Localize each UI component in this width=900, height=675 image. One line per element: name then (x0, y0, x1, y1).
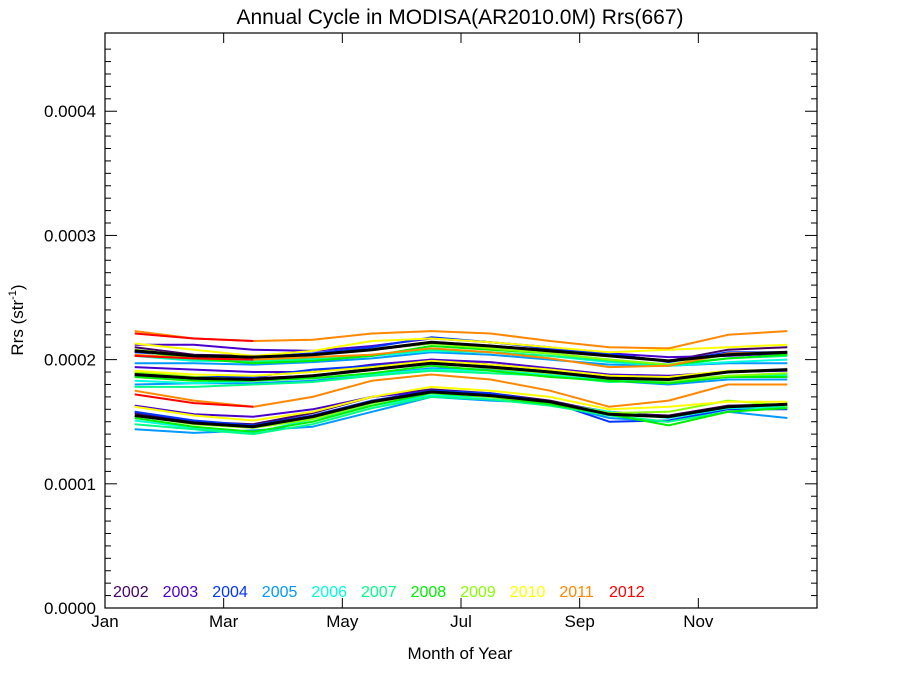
y-axis-label-close: ) (8, 284, 27, 290)
legend-entry-2011: 2011 (559, 584, 594, 601)
series-line-2012-1 (134, 332, 254, 342)
series-line-2012-2 (134, 354, 254, 361)
y-axis-label-main: Rrs (str (8, 300, 27, 356)
series-2010 (134, 337, 788, 422)
y-tick-label: 0.0002 (44, 351, 96, 370)
y-axis: 0.0000 0.0001 0.0002 0.0003 0.0004 (44, 48, 817, 618)
x-axis: Jan Mar May Jul Sep Nov (91, 33, 714, 631)
x-tick-label: Nov (683, 612, 714, 631)
y-tick-label: 0.0001 (44, 475, 96, 494)
series-line-mean-2 (134, 361, 788, 381)
y-axis-label: Rrs (str-1) (7, 284, 27, 355)
series-2012 (134, 332, 254, 408)
legend-entry-2006: 2006 (311, 584, 347, 601)
series-line-2010-3 (134, 385, 788, 422)
y-tick-label: 0.0000 (44, 599, 96, 618)
series-line-mean-1 (134, 340, 788, 363)
x-tick-label: Jan (91, 612, 118, 631)
series-line-mean-3 (134, 390, 788, 429)
series-layer (134, 330, 788, 436)
legend-entry-2007: 2007 (361, 584, 397, 601)
y-tick-label: 0.0003 (44, 226, 96, 245)
legend-entry-2010: 2010 (510, 584, 546, 601)
y-tick-label: 0.0004 (44, 102, 96, 121)
legend-entry-2008: 2008 (411, 584, 447, 601)
legend-entry-2002: 2002 (113, 584, 149, 601)
x-axis-label: Month of Year (408, 644, 513, 663)
x-tick-label: Jul (450, 612, 472, 631)
series-line-2007-3 (134, 395, 788, 436)
x-tick-label: Sep (565, 612, 595, 631)
chart-title: Annual Cycle in MODISA(AR2010.0M) Rrs(66… (237, 6, 684, 29)
x-tick-label: Mar (209, 612, 239, 631)
legend: 2002 2003 2004 2005 2006 2007 2008 2009 2010 2011… (113, 584, 645, 601)
legend-entry-2009: 2009 (460, 584, 496, 601)
series-line-2012-3 (134, 393, 254, 408)
series-line-2010-1 (134, 337, 788, 357)
x-tick-label: May (326, 612, 359, 631)
series-line-2010-2 (134, 359, 788, 378)
legend-entry-2005: 2005 (262, 584, 298, 601)
legend-entry-2003: 2003 (163, 584, 199, 601)
legend-entry-2012: 2012 (609, 584, 645, 601)
legend-entry-2004: 2004 (212, 584, 248, 601)
y-axis-label-superscript: -1 (7, 290, 19, 300)
series-mean (134, 340, 788, 429)
